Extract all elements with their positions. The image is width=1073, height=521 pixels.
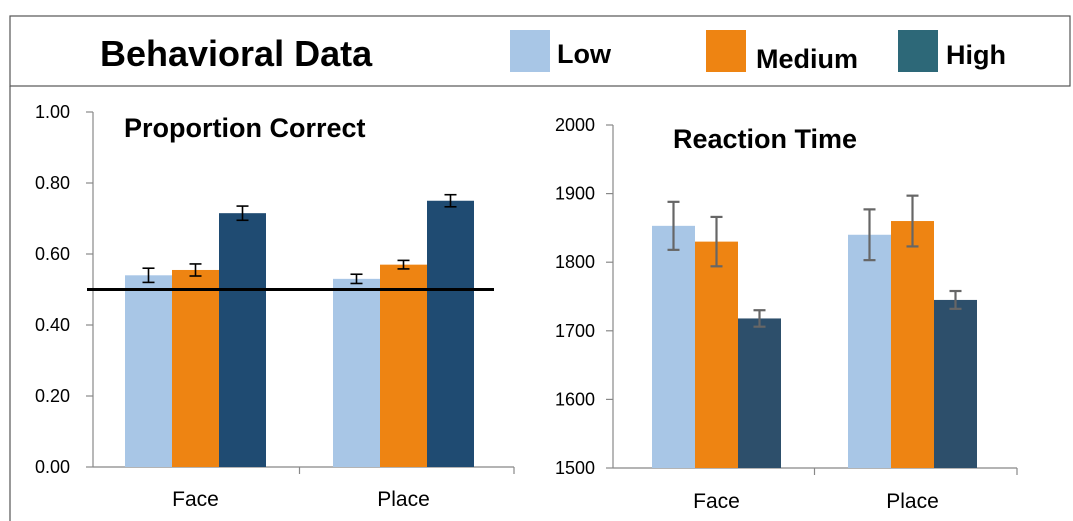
y-tick-label: 1900	[555, 184, 595, 204]
bar-high-place	[427, 200, 474, 467]
bar-high-face	[219, 213, 266, 467]
bar-high-place	[934, 299, 977, 468]
y-tick-label: 1800	[555, 252, 595, 272]
y-tick-label: 1500	[555, 458, 595, 478]
bar-low-face	[125, 275, 172, 467]
bar-medium-place	[891, 221, 934, 468]
legend-swatch-medium	[706, 30, 746, 72]
bar-medium-face	[695, 241, 738, 468]
x-category-label: Place	[377, 488, 430, 511]
x-category-label: Place	[886, 490, 939, 513]
proportion-correct-title: Proportion Correct	[124, 113, 366, 143]
proportion-correct-chart: Proportion Correct 0.00 0.20 0.40 0.60 0.80 1…	[35, 102, 515, 511]
bar-high-face	[738, 318, 781, 468]
reaction-time-chart: Reaction Time 1500 1600 1700 1800 1900 2000 Fa…	[555, 115, 1018, 513]
y-tick-label: 0.40	[35, 315, 70, 335]
bar-low-face	[652, 225, 695, 468]
bar-low-place	[848, 234, 891, 468]
x-category-label: Face	[172, 488, 219, 511]
y-tick-label: 2000	[555, 115, 595, 135]
bar-medium-face	[172, 269, 219, 467]
legend-label-medium: Medium	[756, 44, 858, 74]
legend-swatch-low	[510, 30, 550, 72]
x-category-label: Face	[693, 490, 740, 513]
legend-label-low: Low	[557, 39, 612, 69]
y-tick-label: 1700	[555, 321, 595, 341]
legend-label-high: High	[946, 40, 1006, 70]
bar-low-place	[333, 278, 380, 467]
y-tick-label: 1600	[555, 389, 595, 409]
bar-medium-place	[380, 264, 427, 467]
legend: Low Medium High	[510, 30, 1006, 74]
figure-title: Behavioral Data	[100, 33, 373, 74]
y-tick-label: 0.60	[35, 244, 70, 264]
y-tick-label: 0.20	[35, 386, 70, 406]
reaction-time-title: Reaction Time	[673, 124, 857, 154]
legend-swatch-high	[898, 30, 938, 72]
y-tick-label: 0.00	[35, 457, 70, 477]
y-tick-label: 0.80	[35, 173, 70, 193]
y-tick-label: 1.00	[35, 102, 70, 122]
